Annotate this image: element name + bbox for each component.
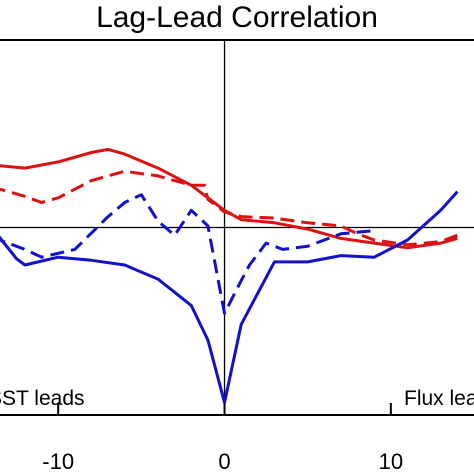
x-tick-label: -10 <box>42 449 74 474</box>
series-line-1 <box>0 147 458 250</box>
series-line-2 <box>0 169 458 247</box>
x-axis-ticks: -10 0 10 <box>42 403 403 474</box>
series-layer <box>0 147 459 404</box>
chart-title: Lag-Lead Correlation <box>96 1 378 34</box>
plot-frame <box>0 39 474 416</box>
series-line-3 <box>0 190 459 404</box>
reference-lines <box>0 40 474 415</box>
x-tick-label: 10 <box>379 449 403 474</box>
right-annotation: Flux leads <box>404 387 474 410</box>
x-tick-label: 0 <box>218 449 230 474</box>
left-annotation: SST leads <box>0 387 85 410</box>
series-line-4 <box>0 193 375 315</box>
